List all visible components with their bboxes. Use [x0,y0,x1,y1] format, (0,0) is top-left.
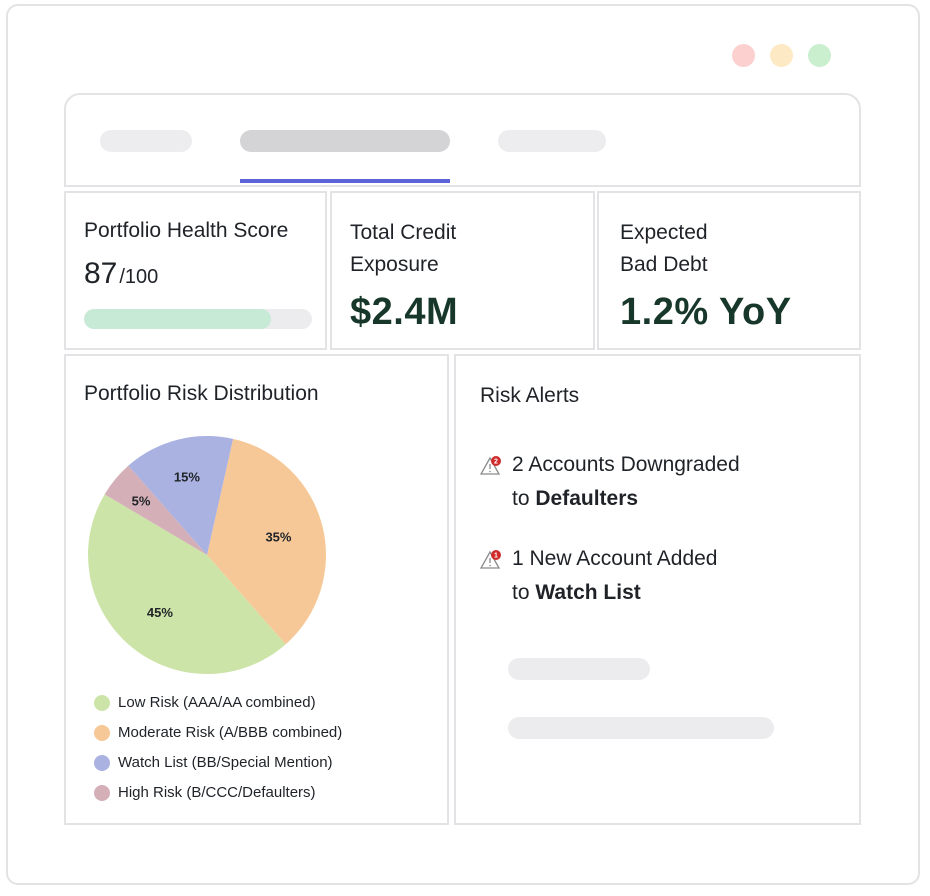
tab-placeholder-1[interactable] [100,130,192,152]
pie-slice[interactable] [88,494,286,674]
close-window-button[interactable] [732,44,755,67]
credit-exposure-title-line2: Exposure [350,253,439,276]
legend-item: Low Risk (AAA/AA combined) [94,692,342,722]
alert-emphasis: Defaulters [535,487,639,510]
alert-line1: 1 New Account Added [512,547,718,570]
legend-swatch [94,725,110,741]
tab-placeholder-3[interactable] [498,130,606,152]
alert-count-badge: 2 [494,459,498,466]
tab-placeholder-2-active[interactable] [240,130,450,152]
pie-slice[interactable] [207,438,326,645]
legend-swatch [94,695,110,711]
alert-text: 2 Accounts Downgraded to Defaulters [512,448,832,516]
alert-item[interactable]: 1 1 New Account Added to Watch List [480,542,840,614]
risk-alerts-card: Risk Alerts 2 2 Accounts Downgraded to D… [454,354,861,825]
legend-swatch [94,785,110,801]
health-score-value: 87/100 [84,257,158,291]
alert-count-badge: 1 [494,553,498,560]
tab-bar [64,93,861,187]
pie-slice-label: 5% [132,493,151,508]
risk-alerts-title: Risk Alerts [480,384,580,407]
alert-line2: to Defaulters [512,482,832,516]
legend-label: Watch List (BB/Special Mention) [118,754,333,771]
legend-swatch [94,755,110,771]
credit-exposure-title-line1: Total Credit [350,221,457,244]
health-score-denominator: /100 [119,266,159,288]
risk-distribution-title: Portfolio Risk Distribution [84,382,319,405]
alert-text: 1 New Account Added to Watch List [512,542,832,610]
pie-legend: Low Risk (AAA/AA combined) Moderate Risk … [94,692,342,812]
skeleton-line [508,717,774,739]
minimize-window-button[interactable] [770,44,793,67]
pie-slice-label: 15% [174,470,200,485]
warning-icon: 1 [480,550,501,569]
risk-distribution-card: Portfolio Risk Distribution 35% 45% 5% 15% … [64,354,449,825]
bad-debt-value: 1.2% YoY [620,291,792,333]
credit-exposure-value: $2.4M [350,291,459,333]
alert-line2: to Watch List [512,576,832,610]
alert-prefix: to [512,581,536,604]
alert-prefix: to [512,487,536,510]
legend-label: High Risk (B/CCC/Defaulters) [118,784,316,801]
legend-item: High Risk (B/CCC/Defaulters) [94,782,342,812]
legend-item: Moderate Risk (A/BBB combined) [94,722,342,752]
pie-slice[interactable] [128,436,234,555]
risk-pie-chart: 35% 45% 5% 15% [88,436,326,674]
health-score-card: Portfolio Health Score 87/100 [64,191,327,350]
legend-item: Watch List (BB/Special Mention) [94,752,342,782]
credit-exposure-card: Total Credit Exposure $2.4M [330,191,595,350]
pie-slice[interactable] [104,465,207,555]
health-score-title: Portfolio Health Score [84,219,289,242]
maximize-window-button[interactable] [808,44,831,67]
skeleton-line [508,658,650,680]
health-score-number: 87 [84,257,118,290]
alert-line1: 2 Accounts Downgraded [512,453,740,476]
warning-icon: 2 [480,456,501,475]
bad-debt-title-line2: Bad Debt [620,253,708,276]
health-progress-bar [84,309,312,329]
bad-debt-card: Expected Bad Debt 1.2% YoY [597,191,861,350]
health-progress-fill [84,309,271,329]
legend-label: Low Risk (AAA/AA combined) [118,694,316,711]
legend-label: Moderate Risk (A/BBB combined) [118,724,343,741]
pie-slice-label: 35% [265,530,291,545]
pie-slice-label: 45% [147,605,173,620]
alert-item[interactable]: 2 2 Accounts Downgraded to Defaulters [480,448,840,520]
alert-emphasis: Watch List [535,581,641,604]
active-tab-indicator [240,179,450,183]
bad-debt-title-line1: Expected [620,221,708,244]
